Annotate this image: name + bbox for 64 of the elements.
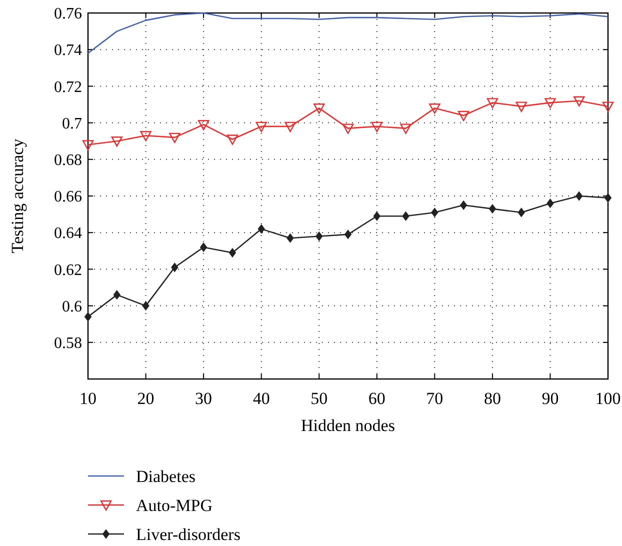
x-tick-label: 70 xyxy=(426,389,444,408)
point xyxy=(371,122,382,132)
point xyxy=(284,122,296,132)
y-axis-title: Testing accuracy xyxy=(8,138,27,254)
point xyxy=(460,200,468,210)
y-tick-label: 0.76 xyxy=(54,6,82,23)
point xyxy=(576,192,583,200)
y-tick-label: 0.7 xyxy=(62,115,82,132)
point xyxy=(604,193,612,202)
point xyxy=(431,208,438,217)
x-tick-label: 90 xyxy=(542,389,559,408)
y-tick-label: 0.72 xyxy=(54,78,82,96)
x-tick-label: 10 xyxy=(80,389,96,408)
point xyxy=(574,96,585,106)
y-tick-label: 0.68 xyxy=(54,152,82,169)
y-tick-label: 0.64 xyxy=(54,225,82,242)
point xyxy=(516,102,527,112)
point xyxy=(111,136,122,147)
point xyxy=(286,234,294,243)
point xyxy=(200,242,208,252)
x-tick-label: 50 xyxy=(310,389,328,408)
point xyxy=(486,98,498,108)
x-axis-title: Hidden nodes xyxy=(301,416,395,435)
point xyxy=(316,232,323,241)
y-tick-label: 0.74 xyxy=(54,42,82,60)
point xyxy=(488,204,496,214)
y-tick-label: 0.62 xyxy=(54,262,82,279)
y-tick-label: 0.66 xyxy=(54,188,82,206)
point xyxy=(518,208,525,217)
point xyxy=(140,131,152,142)
point xyxy=(544,98,556,108)
point xyxy=(402,212,410,221)
y-tick-label: 0.58 xyxy=(54,335,82,352)
point xyxy=(429,104,440,114)
x-tick-label: 60 xyxy=(368,389,386,408)
x-tick-label: 40 xyxy=(252,389,270,408)
point xyxy=(82,140,94,150)
point xyxy=(258,224,265,234)
x-tick-label: 100 xyxy=(595,389,621,408)
point xyxy=(342,124,354,134)
point xyxy=(84,312,92,322)
point xyxy=(113,290,120,300)
point xyxy=(198,120,210,130)
point xyxy=(314,104,325,114)
x-tick-label: 30 xyxy=(195,389,212,408)
y-tick-label: 0.6 xyxy=(62,298,82,316)
x-tick-label: 20 xyxy=(137,389,154,408)
point xyxy=(171,262,178,272)
point xyxy=(458,110,470,122)
legend-label: Liver-disorders xyxy=(136,524,240,544)
x-tick-label: 80 xyxy=(484,389,501,408)
point xyxy=(142,301,150,310)
point xyxy=(602,102,614,112)
point xyxy=(546,198,554,208)
point xyxy=(226,134,238,145)
point xyxy=(344,230,352,239)
point xyxy=(256,122,267,132)
point xyxy=(228,248,236,258)
point xyxy=(373,212,380,221)
line-series xyxy=(87,12,609,54)
legend-label: Auto-MPG xyxy=(136,496,213,515)
point xyxy=(400,124,412,134)
legend-label: Diabetes xyxy=(136,466,196,486)
point xyxy=(169,132,180,144)
